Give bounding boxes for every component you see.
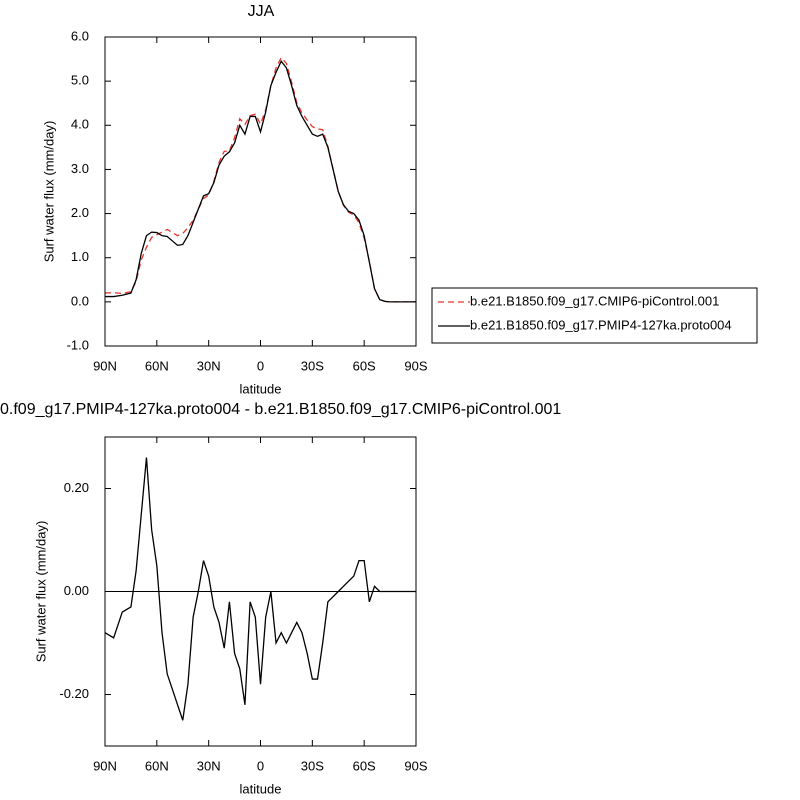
y-tick-label: 4.0 — [71, 117, 89, 132]
x-axis-label: latitude — [240, 381, 282, 396]
x-tick-label: 90N — [93, 758, 117, 773]
x-tick-label: 60N — [145, 358, 169, 373]
x-tick-label: 90S — [404, 358, 427, 373]
y-tick-label: 3.0 — [71, 161, 89, 176]
data-line — [105, 60, 416, 303]
x-axis-label: latitude — [240, 781, 282, 796]
x-tick-label: 30N — [197, 758, 221, 773]
x-tick-label: 60N — [145, 758, 169, 773]
legend-box — [431, 287, 758, 344]
y-tick-label: 0.0 — [71, 293, 89, 308]
data-line — [104, 56, 416, 303]
x-tick-label: 90S — [404, 758, 427, 773]
y-axis-label: Surf water flux (mm/day) — [41, 121, 56, 263]
y-tick-label: -0.20 — [59, 686, 89, 701]
chart-title: 0.f09_g17.PMIP4-127ka.proto004 - b.e21.B… — [0, 401, 561, 418]
plot-frame — [104, 436, 417, 747]
x-tick-label: 0 — [257, 358, 264, 373]
chart-title: JJA — [248, 3, 275, 20]
y-tick-label: 2.0 — [71, 205, 89, 220]
y-tick-label: 6.0 — [71, 28, 89, 43]
y-axis-label: Surf water flux (mm/day) — [33, 521, 48, 663]
y-tick-label: 5.0 — [71, 73, 89, 88]
y-tick-label: -1.0 — [67, 337, 89, 352]
y-tick-label: 1.0 — [71, 249, 89, 264]
y-tick-label: 0.20 — [64, 480, 89, 495]
legend-label: b.e21.B1850.f09_g17.PMIP4-127ka.proto004 — [470, 317, 732, 332]
data-line — [104, 457, 416, 721]
x-tick-label: 30N — [197, 358, 221, 373]
x-tick-label: 60S — [353, 358, 376, 373]
plot-frame — [104, 36, 417, 347]
y-tick-label: 0.00 — [64, 583, 89, 598]
x-tick-label: 30S — [301, 358, 324, 373]
legend-label: b.e21.B1850.f09_g17.CMIP6-piControl.001 — [470, 293, 719, 308]
x-tick-label: 90N — [93, 358, 117, 373]
x-tick-label: 60S — [353, 758, 376, 773]
x-tick-label: 30S — [301, 758, 324, 773]
x-tick-label: 0 — [257, 758, 264, 773]
